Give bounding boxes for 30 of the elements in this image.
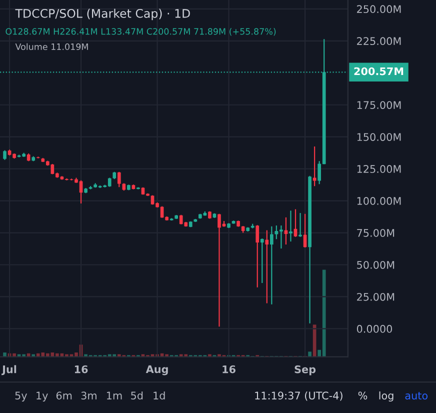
text: 1m (106, 392, 122, 400)
x-tick-label: Aug (146, 365, 168, 376)
text: 6m (56, 392, 72, 400)
y-tick-label: 150.00M (357, 133, 401, 141)
x-tick-label: Sep (294, 365, 316, 376)
text: 5d (131, 391, 143, 400)
text: 1y (36, 392, 48, 402)
x-tick-label: Jul (2, 365, 16, 376)
ref-line-label: 200.57M (354, 67, 404, 76)
text: log (379, 391, 394, 402)
text: % (358, 392, 368, 400)
text: 1d (154, 391, 165, 400)
y-tick-label: 50.00M (357, 260, 394, 269)
annotation: O128.67M H226.41M L133.47M C200.57M 71.89M (+55.87%) (6, 28, 276, 36)
x-tick-label: 16 (74, 365, 88, 374)
text: TDCCP/SOL (Market Cap) · 1D (15, 8, 190, 20)
y-tick-label: 225.00M (357, 37, 401, 46)
text: 11:19:37 (UTC-4) (255, 391, 342, 401)
y-tick-label: 125.00M (357, 165, 401, 173)
text: 5y (15, 392, 28, 402)
y-tick-label: 75.00M (357, 229, 394, 237)
y-tick-label: 0.0000 (356, 324, 392, 333)
y-tick-label: 250.00M (357, 5, 401, 14)
text: 3m (81, 392, 96, 400)
y-tick-label: 100.00M (357, 197, 401, 205)
x-tick-label: 16 (222, 365, 236, 374)
text: auto (405, 392, 428, 400)
annotation: Volume 11.019M (15, 43, 88, 50)
y-tick-label: 25.00M (357, 292, 394, 301)
y-tick-label: 175.00M (357, 101, 401, 109)
